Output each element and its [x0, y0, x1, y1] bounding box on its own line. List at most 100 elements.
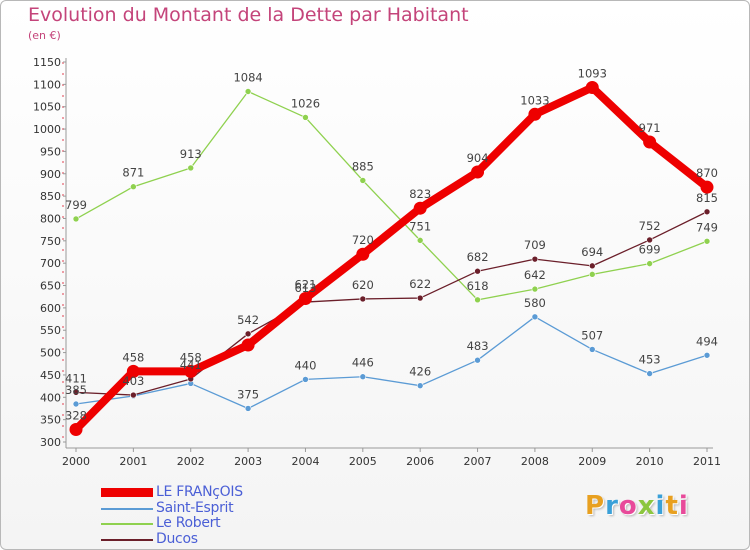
- data-label-saint-esprit: 580: [524, 296, 546, 310]
- data-point-le-francois: [126, 364, 140, 378]
- data-label-le-robert: 699: [639, 243, 661, 257]
- data-label-le-francois: 971: [639, 121, 661, 135]
- data-label-le-francois: 823: [409, 187, 431, 201]
- legend-swatch-ducos: [101, 538, 153, 541]
- legend-label: Saint-Esprit: [156, 499, 234, 516]
- data-label-ducos: 620: [352, 278, 374, 292]
- data-point-le-robert: [531, 285, 539, 293]
- data-point-le-francois: [585, 80, 599, 94]
- legend-label: LE FRANçOIS: [156, 484, 243, 500]
- data-point-saint-esprit: [302, 376, 309, 383]
- data-point-saint-esprit: [531, 313, 539, 321]
- legend-label: Ducos: [156, 530, 198, 547]
- data-label-le-robert: 751: [409, 219, 431, 233]
- data-point-le-francois: [356, 247, 370, 261]
- data-label-ducos: 694: [581, 245, 603, 259]
- y-tick-label: 950: [40, 145, 61, 158]
- data-label-ducos: 709: [524, 238, 546, 252]
- series-line-le-robert: [75, 90, 708, 301]
- chart-unit: (en €): [28, 29, 61, 42]
- y-tick-label: 450: [40, 369, 61, 382]
- chart-title: Evolution du Montant de la Dette par Hab…: [28, 4, 469, 26]
- legend-swatch-saint-esprit: [101, 507, 153, 510]
- y-tick-label: 600: [40, 302, 61, 315]
- data-label-saint-esprit: 483: [467, 339, 489, 353]
- data-point-le-robert: [646, 260, 653, 267]
- data-point-le-robert: [187, 164, 195, 172]
- x-tick-label: 2006: [406, 455, 434, 468]
- data-point-le-robert: [359, 177, 367, 184]
- data-point-saint-esprit: [359, 373, 367, 381]
- data-point-le-francois: [69, 422, 83, 436]
- x-tick-label: 2004: [291, 455, 319, 468]
- data-point-ducos: [416, 294, 424, 302]
- data-label-saint-esprit: 453: [639, 353, 661, 367]
- data-label-saint-esprit: 494: [696, 334, 718, 348]
- data-point-le-robert: [244, 88, 252, 95]
- data-point-ducos: [244, 330, 252, 338]
- data-point-saint-esprit: [416, 382, 424, 389]
- x-tick-label: 2011: [693, 455, 721, 468]
- x-tick-label: 2007: [464, 455, 492, 468]
- x-tick-label: 2001: [119, 455, 147, 468]
- data-label-ducos: 403: [122, 374, 144, 388]
- data-point-le-francois: [700, 180, 714, 194]
- data-label-saint-esprit: 440: [294, 358, 316, 372]
- y-tick-label: 550: [40, 324, 61, 337]
- legend-swatch-le-robert: [101, 523, 153, 525]
- y-tick-label: 750: [40, 235, 61, 248]
- data-point-ducos: [588, 262, 596, 270]
- data-point-le-robert: [302, 114, 309, 121]
- data-label-saint-esprit: 375: [237, 387, 259, 401]
- data-label-le-robert: 799: [65, 198, 87, 212]
- data-point-le-francois: [643, 135, 657, 149]
- data-point-le-robert: [588, 271, 596, 278]
- data-point-le-francois: [528, 107, 542, 121]
- data-point-le-robert: [130, 183, 137, 191]
- data-label-saint-esprit: 507: [581, 328, 603, 342]
- data-label-le-francois: 328: [65, 408, 87, 422]
- x-tick-label: 2005: [349, 455, 377, 468]
- y-tick-label: 1150: [33, 56, 61, 69]
- x-tick-label: 2000: [62, 455, 90, 468]
- data-point-saint-esprit: [244, 405, 252, 412]
- data-label-le-francois: 870: [696, 166, 718, 180]
- data-label-le-robert: 885: [352, 159, 374, 173]
- data-point-saint-esprit: [72, 400, 80, 408]
- data-label-ducos: 682: [467, 250, 489, 264]
- data-label-le-francois: 621: [294, 277, 316, 291]
- data-point-le-francois: [241, 338, 255, 352]
- data-point-saint-esprit: [588, 346, 596, 353]
- data-point-le-francois: [298, 291, 312, 305]
- data-point-le-robert: [72, 215, 80, 223]
- data-label-le-francois: 458: [180, 350, 202, 364]
- series-line-saint-esprit: [75, 316, 708, 410]
- data-label-saint-esprit: 385: [65, 383, 87, 397]
- data-label-le-francois: 458: [122, 350, 144, 364]
- x-tick-label: 2010: [636, 455, 664, 468]
- data-label-le-robert: 913: [180, 147, 202, 161]
- y-tick-label: 850: [40, 190, 61, 203]
- data-label-le-francois: 1093: [578, 66, 607, 80]
- data-label-le-robert: 618: [467, 279, 489, 293]
- y-tick-label: 700: [40, 257, 61, 270]
- x-tick-label: 2009: [578, 455, 606, 468]
- data-point-ducos: [474, 267, 481, 275]
- data-label-le-francois: 720: [352, 233, 374, 247]
- y-tick-label: 1000: [33, 123, 61, 136]
- data-label-le-robert: 871: [122, 166, 144, 180]
- data-point-le-francois: [471, 165, 485, 179]
- data-label-le-robert: 642: [524, 268, 546, 282]
- data-point-saint-esprit: [703, 351, 711, 359]
- data-label-saint-esprit: 426: [409, 365, 431, 379]
- legend-swatch-le-francois: [101, 488, 153, 497]
- data-point-le-robert: [474, 296, 481, 304]
- data-point-le-francois: [184, 364, 198, 378]
- data-point-le-robert: [703, 237, 711, 245]
- data-label-saint-esprit: 446: [352, 356, 374, 370]
- y-tick-label: 300: [40, 436, 61, 449]
- proxiti-logo: Proxiti: [585, 491, 689, 521]
- series-line-le-francois: [73, 83, 710, 433]
- data-label-ducos: 441: [180, 358, 202, 372]
